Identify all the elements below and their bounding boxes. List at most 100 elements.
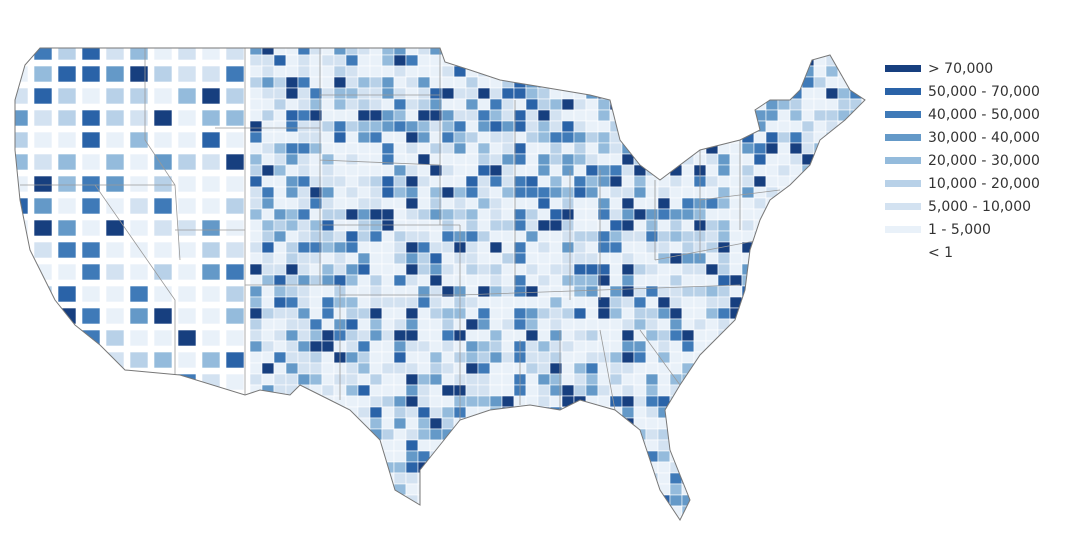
county[interactable]	[129, 65, 149, 83]
county[interactable]	[81, 175, 101, 193]
county[interactable]	[273, 340, 287, 353]
county[interactable]	[489, 98, 503, 111]
county[interactable]	[33, 329, 53, 347]
county[interactable]	[789, 230, 803, 243]
county[interactable]	[573, 505, 587, 518]
county[interactable]	[57, 197, 77, 215]
county[interactable]	[777, 208, 791, 221]
county[interactable]	[321, 274, 335, 287]
county[interactable]	[849, 274, 863, 287]
county[interactable]	[741, 417, 755, 430]
county[interactable]	[549, 439, 563, 452]
county[interactable]	[645, 186, 659, 199]
county[interactable]	[657, 329, 671, 342]
county[interactable]	[345, 483, 359, 496]
county[interactable]	[10, 285, 29, 303]
county[interactable]	[357, 494, 371, 507]
county[interactable]	[105, 417, 125, 435]
county[interactable]	[693, 307, 707, 320]
county[interactable]	[441, 208, 455, 221]
county[interactable]	[297, 450, 311, 463]
county[interactable]	[645, 197, 659, 210]
county[interactable]	[621, 472, 635, 485]
county[interactable]	[693, 76, 707, 89]
county[interactable]	[861, 241, 874, 254]
county[interactable]	[729, 406, 743, 419]
county[interactable]	[393, 417, 407, 430]
county[interactable]	[561, 395, 575, 408]
county[interactable]	[597, 329, 611, 342]
county[interactable]	[513, 219, 527, 232]
county[interactable]	[345, 120, 359, 133]
county[interactable]	[825, 230, 839, 243]
county[interactable]	[369, 109, 383, 122]
county[interactable]	[441, 274, 455, 287]
county[interactable]	[465, 296, 479, 309]
county[interactable]	[297, 142, 311, 155]
county[interactable]	[477, 439, 491, 452]
county[interactable]	[729, 263, 743, 276]
county[interactable]	[405, 263, 419, 276]
county[interactable]	[177, 307, 197, 325]
county[interactable]	[657, 472, 671, 485]
county[interactable]	[729, 65, 743, 78]
county[interactable]	[849, 65, 863, 78]
county[interactable]	[813, 230, 827, 243]
county[interactable]	[621, 461, 635, 474]
county[interactable]	[561, 450, 575, 463]
county[interactable]	[645, 109, 659, 122]
county[interactable]	[333, 197, 347, 210]
county[interactable]	[345, 296, 359, 309]
county[interactable]	[417, 417, 431, 430]
county[interactable]	[345, 494, 359, 507]
county[interactable]	[837, 505, 851, 518]
county[interactable]	[501, 252, 515, 265]
county[interactable]	[621, 109, 635, 122]
county[interactable]	[705, 241, 719, 254]
county[interactable]	[405, 197, 419, 210]
county[interactable]	[393, 461, 407, 474]
county[interactable]	[57, 65, 77, 83]
county[interactable]	[849, 208, 863, 221]
county[interactable]	[645, 252, 659, 265]
county[interactable]	[741, 461, 755, 474]
county[interactable]	[753, 450, 767, 463]
county[interactable]	[429, 428, 443, 441]
county[interactable]	[285, 285, 299, 298]
county[interactable]	[621, 428, 635, 441]
county[interactable]	[273, 505, 287, 518]
county[interactable]	[777, 472, 791, 485]
county[interactable]	[729, 483, 743, 496]
county[interactable]	[333, 230, 347, 243]
county[interactable]	[417, 164, 431, 177]
county[interactable]	[801, 98, 815, 111]
county[interactable]	[633, 252, 647, 265]
county[interactable]	[393, 505, 407, 518]
county[interactable]	[573, 362, 587, 375]
county[interactable]	[837, 461, 851, 474]
county[interactable]	[177, 65, 197, 83]
county[interactable]	[33, 505, 53, 522]
county[interactable]	[609, 241, 623, 254]
county[interactable]	[729, 395, 743, 408]
county[interactable]	[837, 472, 851, 485]
county[interactable]	[549, 252, 563, 265]
county[interactable]	[861, 252, 874, 265]
county[interactable]	[201, 65, 221, 83]
county[interactable]	[525, 175, 539, 188]
county[interactable]	[561, 428, 575, 441]
county[interactable]	[201, 285, 221, 303]
county[interactable]	[609, 362, 623, 375]
county[interactable]	[861, 197, 874, 210]
county[interactable]	[249, 362, 263, 375]
county[interactable]	[585, 384, 599, 397]
county[interactable]	[861, 219, 874, 232]
county[interactable]	[765, 362, 779, 375]
county[interactable]	[525, 186, 539, 199]
county[interactable]	[765, 175, 779, 188]
county[interactable]	[765, 461, 779, 474]
county[interactable]	[669, 197, 683, 210]
county[interactable]	[153, 351, 173, 369]
county[interactable]	[561, 186, 575, 199]
county[interactable]	[669, 120, 683, 133]
